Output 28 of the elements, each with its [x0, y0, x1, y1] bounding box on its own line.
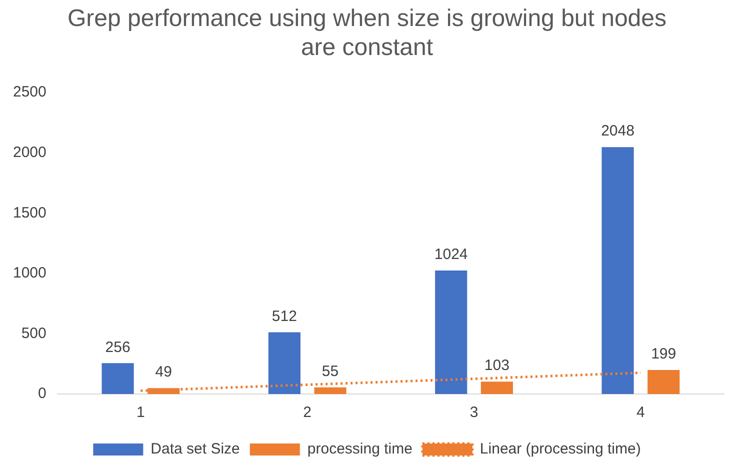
y-tick-label: 2500 [12, 84, 46, 101]
x-tick-label: 2 [303, 404, 312, 422]
x-tick-label: 3 [470, 404, 478, 422]
y-tick-label: 500 [21, 324, 46, 342]
data-label: 512 [272, 308, 297, 325]
data-label: 49 [155, 364, 172, 381]
x-tick-label: 4 [636, 404, 645, 422]
data-label: 2048 [601, 122, 634, 140]
data-label: 199 [651, 346, 676, 363]
data-label: 55 [322, 363, 339, 380]
bar [602, 147, 634, 394]
bar [435, 270, 468, 394]
x-tick-label: 1 [136, 404, 145, 422]
legend-label: processing time [307, 440, 412, 458]
data-label: 256 [105, 338, 130, 356]
bar [102, 363, 134, 394]
y-tick-label: 1500 [12, 204, 46, 222]
data-label: 103 [484, 357, 510, 374]
bar [648, 370, 680, 394]
chart-title: Grep performance using when size is growing but nodes are constant [68, 5, 666, 61]
y-tick-label: 2000 [12, 144, 46, 162]
legend-label: Data set Size [150, 440, 240, 458]
bar [268, 332, 300, 394]
legend-label: Linear (processing time) [480, 440, 641, 458]
bar [314, 387, 346, 394]
data-label: 1024 [434, 246, 468, 264]
y-tick-label: 0 [38, 385, 46, 402]
y-tick-label: 1000 [12, 264, 46, 282]
